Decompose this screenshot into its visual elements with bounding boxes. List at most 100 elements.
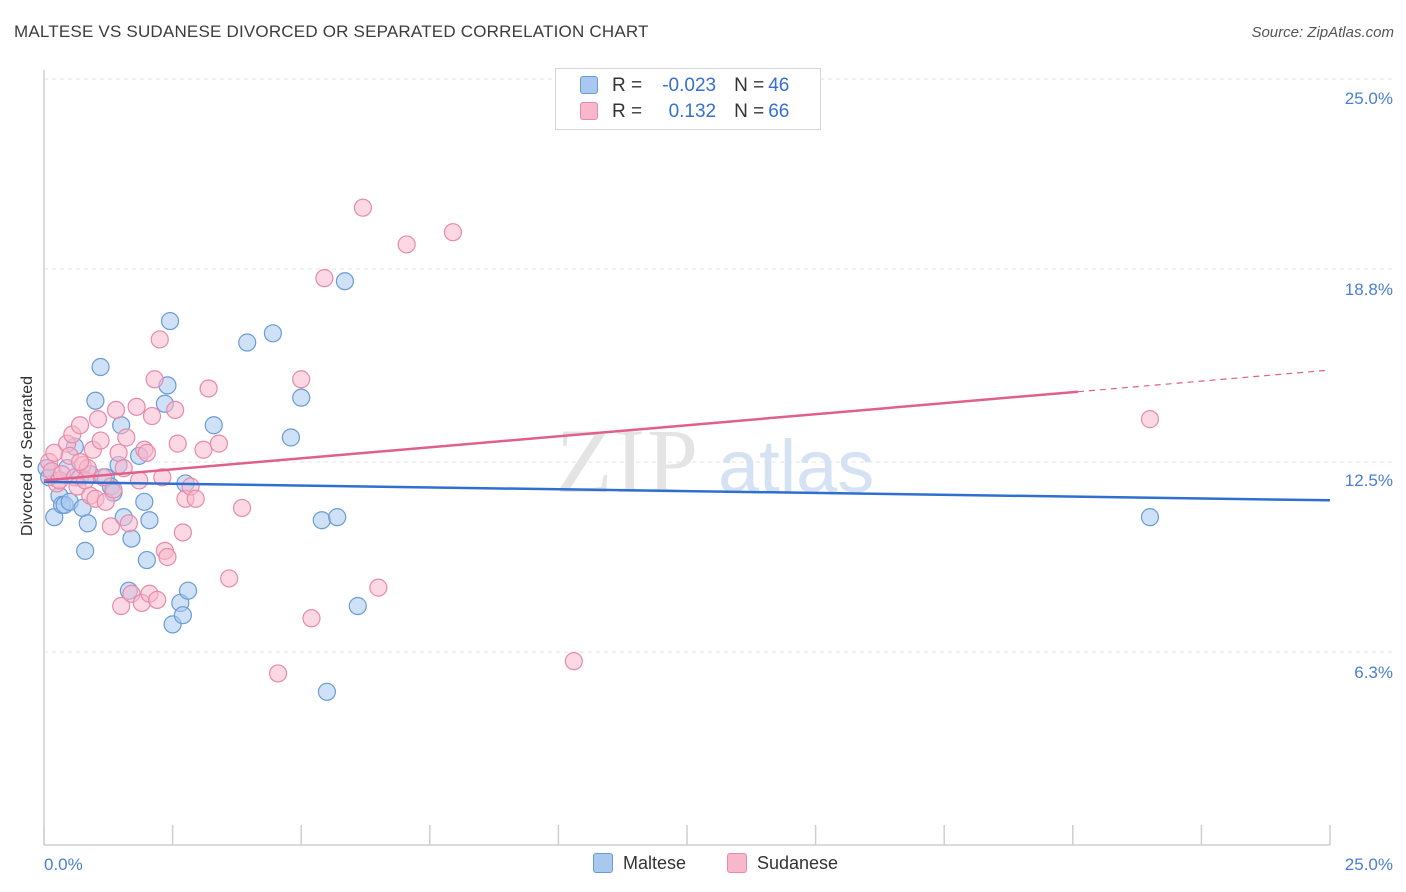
sudanese-point[interactable] <box>302 609 321 628</box>
sudanese-point[interactable] <box>109 443 128 462</box>
y-tick-label-6-3: 6.3% <box>1354 663 1393 682</box>
sudanese-point[interactable] <box>130 471 149 490</box>
sudanese-swatch <box>727 853 747 873</box>
sudanese-point[interactable] <box>220 569 239 588</box>
sudanese-point[interactable] <box>199 379 218 398</box>
sudanese-trend-line <box>43 390 1079 482</box>
r-value: -0.023 <box>662 75 717 96</box>
sudanese-point[interactable] <box>117 428 136 447</box>
maltese-point[interactable] <box>292 388 311 407</box>
sudanese-point[interactable] <box>104 480 123 499</box>
maltese-point[interactable] <box>91 357 110 377</box>
sudanese-point[interactable] <box>127 397 146 416</box>
r-label: R = <box>612 101 643 122</box>
maltese-point[interactable] <box>140 511 159 530</box>
y-tick-label-12-5: 12.5% <box>1345 471 1393 490</box>
legend-item-sudanese[interactable]: Sudanese <box>727 853 838 874</box>
n-value: 66 <box>768 101 790 122</box>
sudanese-point[interactable] <box>564 652 583 671</box>
maltese-point[interactable] <box>135 492 154 511</box>
maltese-point[interactable] <box>173 606 192 625</box>
sudanese-point[interactable] <box>112 596 131 616</box>
r-label: R = <box>612 75 643 96</box>
legend-row-maltese: R = -0.023 N = 46 <box>580 75 789 101</box>
grid <box>44 78 1392 653</box>
maltese-point[interactable] <box>122 529 141 548</box>
sudanese-point[interactable] <box>353 198 373 217</box>
sudanese-point[interactable] <box>91 431 110 450</box>
maltese-point[interactable] <box>76 541 95 560</box>
trend-lines <box>43 369 1331 502</box>
ticks <box>43 825 1331 845</box>
sudanese-point[interactable] <box>397 235 416 254</box>
sudanese-point[interactable] <box>209 434 228 453</box>
maltese-point[interactable] <box>204 416 223 435</box>
maltese-point[interactable] <box>137 550 156 570</box>
sudanese-point[interactable] <box>150 330 169 349</box>
maltese-point[interactable] <box>263 324 283 343</box>
sudanese-trend-extension <box>1077 369 1331 393</box>
maltese-point[interactable] <box>335 272 355 291</box>
sudanese-point[interactable] <box>148 590 167 609</box>
sudanese-point[interactable] <box>88 410 108 429</box>
legend-row-sudanese: R = 0.132 N = 66 <box>580 101 789 127</box>
sudanese-point[interactable] <box>1140 410 1160 429</box>
sudanese-point[interactable] <box>142 406 162 426</box>
sudanese-point[interactable] <box>168 434 187 453</box>
maltese-point[interactable] <box>160 311 180 331</box>
tick-labels: 0.0% 25.0% 6.3% 12.5% 18.8% 25.0% <box>44 89 1393 874</box>
y-tick-label-18-8: 18.8% <box>1345 280 1393 299</box>
sudanese-point[interactable] <box>70 416 90 435</box>
sudanese-point[interactable] <box>194 440 213 459</box>
legend-label-maltese: Maltese <box>623 853 687 873</box>
sudanese-point[interactable] <box>443 223 463 242</box>
sudanese-point[interactable] <box>232 498 252 518</box>
sudanese-point[interactable] <box>153 468 172 487</box>
sudanese-point[interactable] <box>369 578 388 597</box>
n-label: N = <box>734 75 765 96</box>
sudanese-point[interactable] <box>119 514 138 533</box>
maltese-point[interactable] <box>78 514 97 533</box>
sudanese-point[interactable] <box>101 517 120 536</box>
maltese-trend-line <box>43 480 1331 502</box>
sudanese-point[interactable] <box>70 452 90 472</box>
sudanese-swatch <box>580 102 598 120</box>
n-value: 46 <box>768 75 790 96</box>
x-tick-label-max: 25.0% <box>1345 855 1393 874</box>
sudanese-point[interactable] <box>186 489 205 508</box>
maltese-point[interactable] <box>348 596 367 616</box>
legend-item-maltese[interactable]: Maltese <box>593 853 686 874</box>
sudanese-point[interactable] <box>268 664 288 683</box>
correlation-legend: R = -0.023 N = 46 R = 0.132 N = 66 <box>555 68 821 130</box>
sudanese-point[interactable] <box>166 400 185 420</box>
r-value: 0.132 <box>668 101 717 122</box>
x-tick-label-min: 0.0% <box>44 855 83 874</box>
sudanese-point[interactable] <box>137 443 156 462</box>
source-credit: Source: ZipAtlas.com <box>1251 24 1394 41</box>
maltese-point[interactable] <box>317 682 337 701</box>
sudanese-point[interactable] <box>315 269 334 288</box>
maltese-point[interactable] <box>312 511 331 530</box>
points <box>37 198 1160 701</box>
maltese-point[interactable] <box>86 391 105 410</box>
maltese-swatch <box>593 853 613 873</box>
sudanese-point[interactable] <box>173 523 192 542</box>
maltese-point[interactable] <box>178 581 198 600</box>
legend-label-sudanese: Sudanese <box>757 853 839 873</box>
maltese-point[interactable] <box>1140 508 1160 527</box>
sudanese-point[interactable] <box>292 370 311 389</box>
sudanese-point[interactable] <box>106 400 126 420</box>
chart-title: MALTESE VS SUDANESE DIVORCED OR SEPARATE… <box>14 22 649 41</box>
maltese-swatch <box>580 76 598 94</box>
series-legend: Maltese Sudanese <box>0 850 1406 880</box>
y-tick-label-25-0: 25.0% <box>1345 89 1393 108</box>
maltese-point[interactable] <box>328 508 347 527</box>
sudanese-point[interactable] <box>145 370 164 389</box>
maltese-point[interactable] <box>238 333 257 352</box>
maltese-point[interactable] <box>281 428 301 447</box>
watermark: ZIP atlas <box>556 410 874 512</box>
sudanese-point[interactable] <box>158 547 177 567</box>
watermark-atlas: atlas <box>718 425 874 508</box>
n-label: N = <box>734 101 765 122</box>
